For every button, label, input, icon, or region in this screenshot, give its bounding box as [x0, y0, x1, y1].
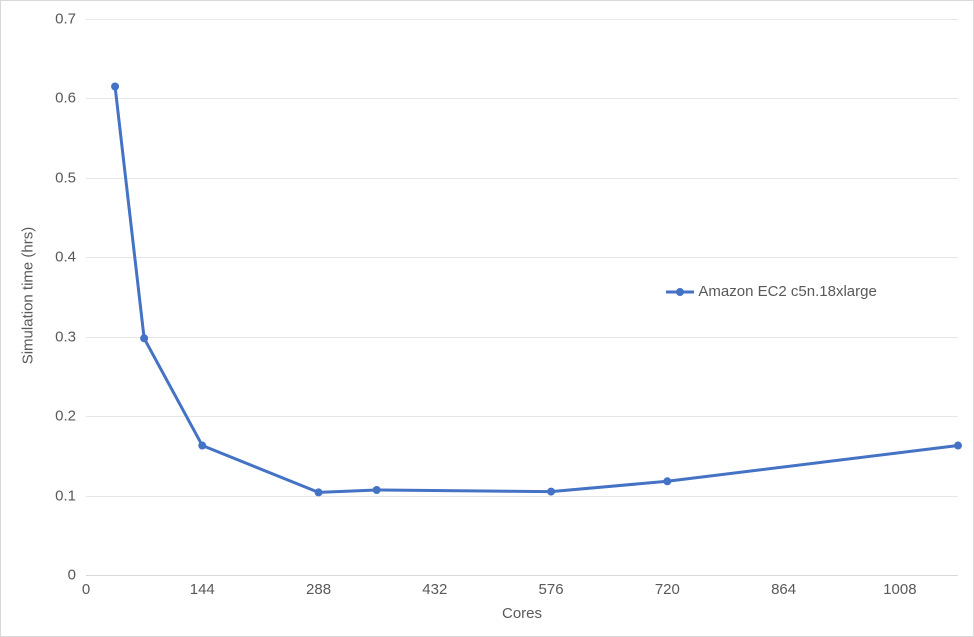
- y-tick-label: 0.1: [55, 487, 76, 504]
- x-tick-label: 1008: [883, 581, 916, 598]
- x-tick-label: 720: [655, 581, 680, 598]
- legend-dot-icon: [676, 288, 684, 296]
- legend-marker: [666, 285, 694, 299]
- gridline: [86, 575, 958, 576]
- data-point: [663, 477, 671, 485]
- data-point: [140, 334, 148, 342]
- chart-frame: Simulation time (hrs) Cores Amazon EC2 c…: [0, 0, 974, 637]
- data-point: [198, 442, 206, 450]
- legend: Amazon EC2 c5n.18xlarge: [666, 283, 876, 300]
- x-tick-label: 0: [82, 581, 90, 598]
- x-axis-title: Cores: [502, 605, 542, 622]
- y-tick-label: 0.2: [55, 408, 76, 425]
- x-tick-label: 864: [771, 581, 796, 598]
- y-tick-label: 0.3: [55, 328, 76, 345]
- y-tick-label: 0.7: [55, 11, 76, 28]
- data-point: [373, 486, 381, 494]
- x-tick-label: 288: [306, 581, 331, 598]
- y-axis-title: Simulation time (hrs): [20, 196, 37, 396]
- data-point: [315, 488, 323, 496]
- legend-label: Amazon EC2 c5n.18xlarge: [698, 283, 876, 300]
- x-tick-label: 144: [190, 581, 215, 598]
- data-point: [547, 488, 555, 496]
- y-tick-label: 0.6: [55, 90, 76, 107]
- data-point: [111, 83, 119, 91]
- x-tick-label: 432: [422, 581, 447, 598]
- y-tick-label: 0: [68, 567, 76, 584]
- x-tick-label: 576: [539, 581, 564, 598]
- y-tick-label: 0.4: [55, 249, 76, 266]
- data-point: [954, 442, 962, 450]
- y-tick-label: 0.5: [55, 169, 76, 186]
